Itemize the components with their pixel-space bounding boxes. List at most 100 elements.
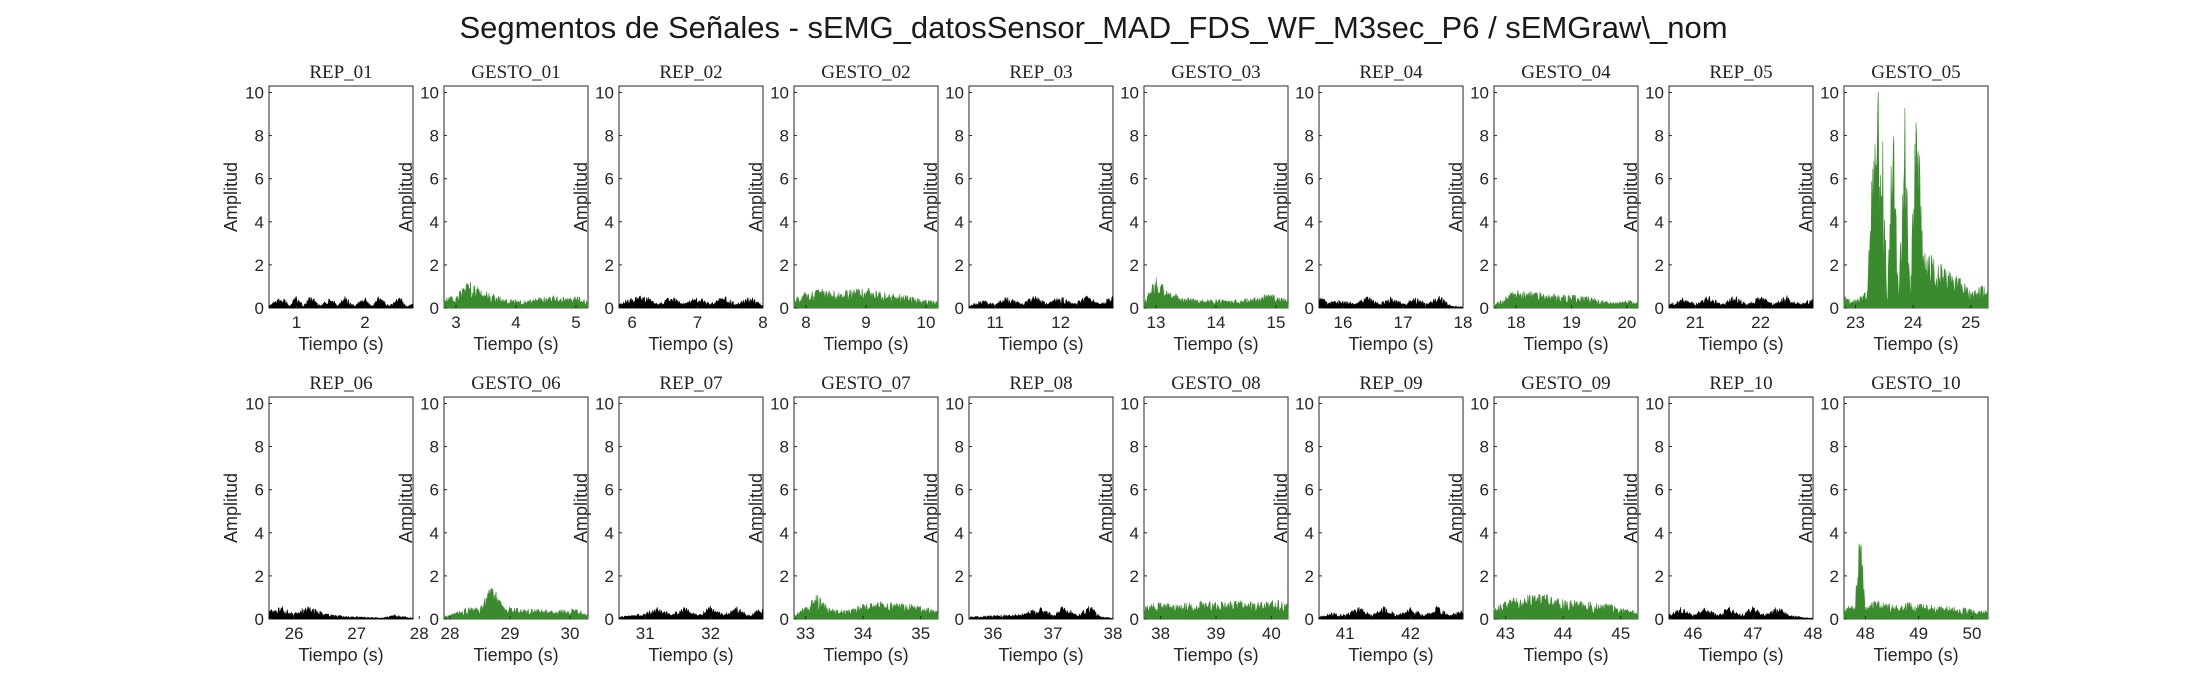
- ytick-label: 10: [1470, 83, 1489, 102]
- axes-box: [793, 396, 939, 620]
- xtick-label: 5: [571, 313, 580, 332]
- subplot-title: GESTO_05: [1871, 62, 1960, 83]
- ytick-label: 4: [780, 213, 789, 232]
- subplot-gesto-08: 0 2 4 6 8 10 38 39 40 GESTO_08 Tiempo (s) Amplitud: [1096, 373, 1289, 665]
- ytick-label: 6: [780, 170, 789, 189]
- xtick-label: 32: [701, 624, 720, 643]
- ytick-label: 2: [1655, 256, 1664, 275]
- subplot-rep-06: 0 2 4 6 8 10 26 27 28 REP_06 Tiempo (s) Amplitud: [221, 373, 429, 665]
- ytick-label: 8: [955, 127, 964, 146]
- ytick-label: 6: [255, 481, 264, 500]
- ytick-label: 0: [1480, 299, 1489, 318]
- axes-box: [1843, 396, 1989, 620]
- ytick-label: 10: [1820, 83, 1839, 102]
- axes-box: [1493, 396, 1639, 620]
- subplot-gesto-01: 0 2 4 6 8 10 3 4 5 GESTO_01 Tiempo (s) Amplitud: [396, 62, 589, 354]
- signal-rep-01: [268, 296, 414, 309]
- ytick-label: 8: [255, 438, 264, 457]
- ytick-label: 0: [1480, 610, 1489, 629]
- axes-box: [968, 396, 1114, 620]
- y-axis-label: Amplitud: [1446, 473, 1466, 543]
- xtick-label: 28: [410, 624, 429, 643]
- signal-gesto-04: [1493, 290, 1639, 309]
- xtick-label: 30: [561, 624, 580, 643]
- ytick-label: 8: [780, 438, 789, 457]
- ytick-label: 10: [245, 394, 264, 413]
- ytick-label: 2: [780, 256, 789, 275]
- figure-title: Segmentos de Señales - sEMG_datosSensor_…: [459, 10, 1728, 45]
- ytick-label: 6: [1655, 481, 1664, 500]
- y-axis-label: Amplitud: [746, 473, 766, 543]
- ytick-label: 4: [1830, 213, 1839, 232]
- axes-box: [1143, 396, 1289, 620]
- xtick-label: 10: [917, 313, 936, 332]
- ytick-label: 2: [955, 256, 964, 275]
- ytick-label: 10: [1645, 394, 1664, 413]
- xtick-label: 44: [1554, 624, 1573, 643]
- xtick-label: 13: [1147, 313, 1166, 332]
- ytick-label: 8: [255, 127, 264, 146]
- xtick-label: 26: [285, 624, 304, 643]
- axes-box: [443, 396, 589, 620]
- ytick-label: 8: [1655, 127, 1664, 146]
- xtick-label: 34: [854, 624, 873, 643]
- ytick-label: 0: [605, 610, 614, 629]
- ytick-label: 2: [255, 567, 264, 586]
- signal-rep-07: [618, 605, 764, 620]
- ytick-label: 2: [1830, 567, 1839, 586]
- y-axis-label: Amplitud: [746, 162, 766, 232]
- ytick-label: 10: [1120, 83, 1139, 102]
- ytick-label: 10: [420, 394, 439, 413]
- ytick-label: 6: [1480, 481, 1489, 500]
- ytick-label: 2: [1830, 256, 1839, 275]
- ytick-label: 6: [1830, 481, 1839, 500]
- xtick-label: 7: [693, 313, 702, 332]
- ytick-label: 4: [1480, 524, 1489, 543]
- xtick-label: 31: [636, 624, 655, 643]
- xtick-label: 42: [1401, 624, 1420, 643]
- xtick-label: 2: [360, 313, 369, 332]
- signal-rep-04: [1318, 295, 1464, 309]
- ytick-label: 8: [1830, 127, 1839, 146]
- x-axis-label: Tiempo (s): [298, 334, 383, 354]
- xtick-label: 33: [796, 624, 815, 643]
- ytick-label: 4: [1480, 213, 1489, 232]
- y-axis-label: Amplitud: [221, 162, 241, 232]
- y-axis-label: Amplitud: [1271, 473, 1291, 543]
- y-axis-label: Amplitud: [921, 162, 941, 232]
- axes-box: [443, 85, 589, 309]
- xtick-label: 15: [1267, 313, 1286, 332]
- ytick-label: 0: [1130, 610, 1139, 629]
- y-axis-label: Amplitud: [1621, 162, 1641, 232]
- axes-box: [268, 396, 414, 620]
- subplot-gesto-07: 0 2 4 6 8 10 33 34 35 GESTO_07 Tiempo (s) Amplitud: [746, 373, 939, 665]
- xtick-label: 9: [861, 313, 870, 332]
- ytick-label: 6: [1655, 170, 1664, 189]
- ytick-label: 0: [1830, 299, 1839, 318]
- axes-box: [1668, 396, 1814, 620]
- subplot-rep-02: 0 2 4 6 8 10 6 7 8 REP_02 Tiempo (s) Amplitud: [571, 62, 768, 354]
- ytick-label: 10: [245, 83, 264, 102]
- subplot-gesto-04: 0 2 4 6 8 10 18 19 20 GESTO_04 Tiempo (s) Amplitud: [1446, 62, 1639, 354]
- ytick-label: 8: [955, 438, 964, 457]
- y-axis-label: Amplitud: [396, 473, 416, 543]
- ytick-label: 4: [605, 524, 614, 543]
- ytick-label: 4: [605, 213, 614, 232]
- ytick-label: 2: [430, 256, 439, 275]
- xtick-label: 1: [292, 313, 301, 332]
- y-axis-label: Amplitud: [1621, 473, 1641, 543]
- ytick-label: 8: [430, 438, 439, 457]
- subplot-title: GESTO_10: [1871, 373, 1960, 394]
- xtick-label: 27: [347, 624, 366, 643]
- xtick-label: 14: [1207, 313, 1226, 332]
- ytick-label: 10: [945, 394, 964, 413]
- signal-gesto-07: [793, 594, 939, 620]
- xtick-label: 39: [1207, 624, 1226, 643]
- ytick-label: 4: [1305, 524, 1314, 543]
- x-axis-label: Tiempo (s): [1173, 334, 1258, 354]
- xtick-label: 48: [1804, 624, 1823, 643]
- xtick-label: 21: [1686, 313, 1705, 332]
- xtick-label: 19: [1562, 313, 1581, 332]
- ytick-label: 0: [430, 299, 439, 318]
